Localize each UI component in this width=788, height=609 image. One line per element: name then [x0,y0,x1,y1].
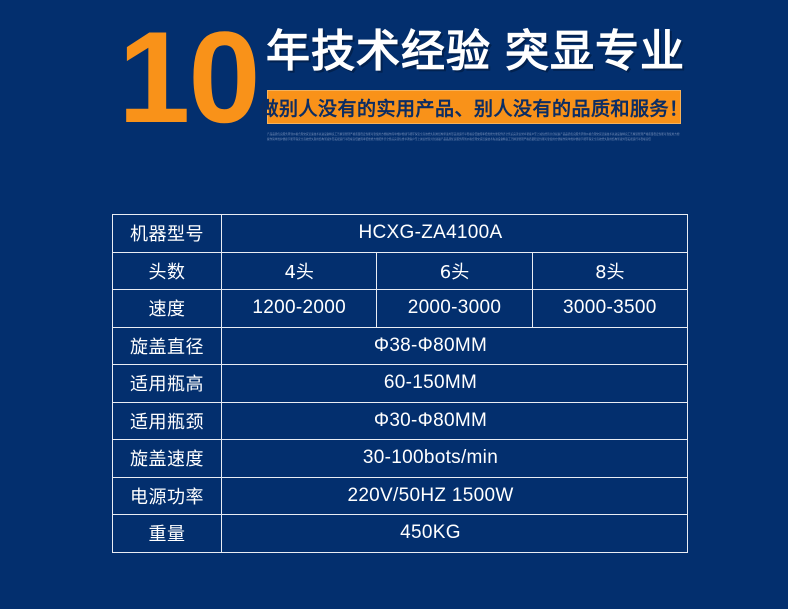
row-label: 旋盖直径 [112,326,222,365]
row-value: 220V/50HZ 1500W [221,476,688,515]
promo-header: 10 年技术经验 突显专业 做别人没有的实用产品、别人没有的品质和服务！ 产品品质… [0,0,788,175]
row-label: 电源功率 [112,476,222,515]
row-value: Φ38-Φ80MM [221,326,688,365]
row-label: 机器型号 [112,214,222,253]
table-row: 适用瓶高 60-150MM [112,364,688,403]
slogan-text: 做别人没有的实用产品、别人没有的品质和服务！ [259,97,689,120]
row-label: 旋盖速度 [112,439,222,478]
row-value: 30-100bots/min [221,439,688,478]
row-value-col1: 1200-2000 [220,289,378,328]
specification-table-body: 机器型号 HCXG-ZA4100A 头数 4头 6头 8头 速度 1200-20… [112,214,689,553]
specification-table: 机器型号 HCXG-ZA4100A 头数 4头 6头 8头 速度 1200-20… [112,214,689,553]
row-label: 头数 [112,251,222,290]
row-value-col2: 2000-3000 [376,289,533,328]
table-row: 旋盖直径 Φ38-Φ80MM [112,326,688,365]
row-label: 适用瓶颈 [112,401,222,440]
row-value: HCXG-ZA4100A [221,214,688,253]
row-value: 60-150MM [221,364,688,403]
table-row: 重量 450KG [112,514,688,553]
row-label: 速度 [112,289,222,328]
row-label: 适用瓶高 [112,364,222,403]
slogan-bar: 做别人没有的实用产品、别人没有的品质和服务！ [260,90,688,124]
table-row: 适用瓶颈 Φ30-Φ80MM [112,401,688,440]
table-row: 电源功率 220V/50HZ 1500W [112,476,688,515]
table-row: 头数 4头 6头 8头 [112,251,689,290]
headline: 年技术经验 突显专业 [266,26,685,78]
row-value: Φ30-Φ80MM [221,401,688,440]
headline-part-2: 突显专业 [505,26,685,77]
row-value-col3: 3000-3500 [531,289,689,328]
years-number: 10 [118,4,261,150]
row-label: 重量 [112,514,222,553]
row-value-col1: 4头 [220,251,378,290]
table-row: 速度 1200-2000 2000-3000 3000-3500 [112,289,689,328]
table-row: 旋盖速度 30-100bots/min [112,439,688,478]
row-value: 450KG [221,514,688,553]
headline-part-1: 年技术经验 [266,26,491,77]
row-value-col2: 6头 [376,251,533,290]
table-row: 机器型号 HCXG-ZA4100A [112,214,688,253]
decorative-microtext: 产品品质优良服务周到价格合理交货迅速技术先进设备精良工艺精湛管理严格质量稳定性能… [267,133,680,142]
row-value-col3: 8头 [531,251,689,290]
